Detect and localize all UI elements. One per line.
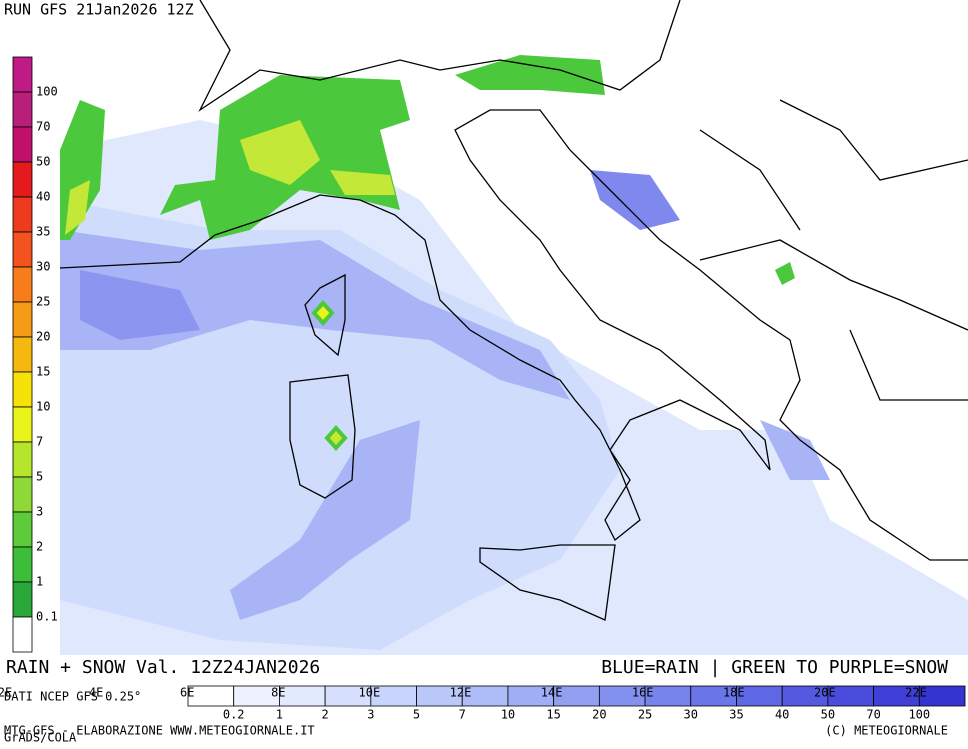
- colorbar-box: [12, 511, 33, 548]
- colorbar-box: [279, 685, 326, 707]
- colorbar-label: 40: [775, 708, 789, 722]
- corsica: [304, 273, 346, 357]
- footer-legend-note: BLUE=RAIN | GREEN TO PURPLE=SNOW: [601, 657, 948, 678]
- colorbar-label: 7: [459, 708, 466, 722]
- colorbar-box: [12, 161, 33, 198]
- left-colorbar: 100 70 50 40 35 30 25 20 15 10 7 5 3 2 1 0.1: [12, 56, 58, 653]
- footer-title: RAIN + SNOW Val. 12Z24JAN2026: [6, 657, 320, 678]
- longitude-label: 8E: [271, 686, 285, 700]
- coastline: [59, 109, 968, 561]
- colorbar-box: [187, 685, 235, 707]
- colorbar-label: 35: [729, 708, 743, 722]
- colorbar-box: [12, 91, 33, 128]
- colorbar-box: [12, 406, 33, 443]
- longitude-label: 20E: [814, 686, 836, 700]
- snow-liguria: [330, 170, 395, 195]
- colorbar-label: 30: [684, 708, 698, 722]
- borders-east: [699, 99, 968, 401]
- colorbar-label: 100: [908, 708, 930, 722]
- colorbar-box: [12, 441, 33, 478]
- colorbar-box: [12, 56, 33, 93]
- colorbar-box: [12, 371, 33, 408]
- colorbar-label: 1: [276, 708, 283, 722]
- colorbar-label: 25: [638, 708, 652, 722]
- colorbar-box: [12, 196, 33, 233]
- colorbar-label: 20: [36, 330, 50, 344]
- rain-band: [230, 420, 420, 620]
- longitude-label: 22E: [905, 686, 927, 700]
- colorbar-label: 5: [36, 470, 43, 484]
- colorbar-label: 10: [36, 400, 50, 414]
- run-label: RUN GFS 21Jan2026 12Z: [4, 1, 194, 19]
- snow-sardinia: [324, 425, 348, 451]
- colorbar-label: 40: [36, 190, 50, 204]
- colorbar-box: [12, 126, 33, 163]
- longitude-label: 14E: [541, 686, 563, 700]
- colorbar-label: 0.1: [36, 610, 58, 624]
- colorbar-box: [12, 616, 33, 653]
- colorbar-box: [12, 301, 33, 338]
- colorbar-box: [12, 546, 33, 583]
- rain-core: [80, 270, 200, 340]
- snow-west-core: [65, 180, 90, 235]
- longitude-label: 6E: [180, 686, 194, 700]
- colorbar-label: 30: [36, 260, 50, 274]
- colorbar-box: [12, 266, 33, 303]
- colorbar-box: [918, 685, 966, 707]
- longitude-label: 4E: [89, 686, 103, 700]
- colorbar-label: 20: [592, 708, 606, 722]
- snow-corsica: [311, 300, 335, 326]
- colorbar-label: 50: [821, 708, 835, 722]
- sicily: [479, 544, 616, 621]
- colorbar-label: 2: [36, 540, 43, 554]
- snow-balkan: [775, 262, 795, 285]
- longitude-labels: 2E 4E 6E 8E 10E 12E 14E 16E 18E 20E 22E: [0, 686, 927, 700]
- colorbar-label: 25: [36, 295, 50, 309]
- colorbar-label: 3: [36, 505, 43, 519]
- snow-alps-core: [240, 120, 320, 185]
- longitude-label: 2E: [0, 686, 12, 700]
- colorbar-label: 70: [866, 708, 880, 722]
- longitude-label: 16E: [632, 686, 654, 700]
- snow-east-alps: [455, 55, 605, 95]
- colorbar-box: [12, 581, 33, 618]
- longitude-label: 10E: [359, 686, 381, 700]
- bottom-colorbar: 0.2 1 2 3 5 7 10 15 20 25 30 35 40 50 70 100: [187, 685, 966, 722]
- colorbar-label: 3: [367, 708, 374, 722]
- colorbar-label: 2: [322, 708, 329, 722]
- colorbar-label: 70: [36, 120, 50, 134]
- colorbar-label: 5: [413, 708, 420, 722]
- longitude-label: 12E: [450, 686, 472, 700]
- colorbar-label: 100: [36, 85, 58, 99]
- colorbar-label: 7: [36, 435, 43, 449]
- colorbar-label: 15: [36, 365, 50, 379]
- grads: GrADS/COLA: [4, 731, 77, 745]
- colorbar-label: 15: [546, 708, 560, 722]
- rain-adriatic: [590, 170, 680, 230]
- colorbar-label: 35: [36, 225, 50, 239]
- colorbar-box: [12, 336, 33, 373]
- colorbar-box: [12, 476, 33, 513]
- borders-north: [198, 0, 681, 112]
- colorbar-label: 10: [501, 708, 515, 722]
- colorbar-label: 50: [36, 155, 50, 169]
- colorbar-label: 1: [36, 575, 43, 589]
- colorbar-box: [12, 231, 33, 268]
- credit-right: (C) METEOGIORNALE: [825, 724, 948, 738]
- source: DATI NCEP GFS 0.25°: [4, 690, 141, 704]
- longitude-label: 18E: [723, 686, 745, 700]
- credit-left: MTG-GFS - ELABORAZIONE WWW.METEOGIORNALE…: [4, 724, 315, 738]
- colorbar-label: 0.2: [223, 708, 245, 722]
- map: [59, 0, 968, 655]
- rain-balkan: [760, 420, 830, 480]
- sardinia: [289, 374, 356, 499]
